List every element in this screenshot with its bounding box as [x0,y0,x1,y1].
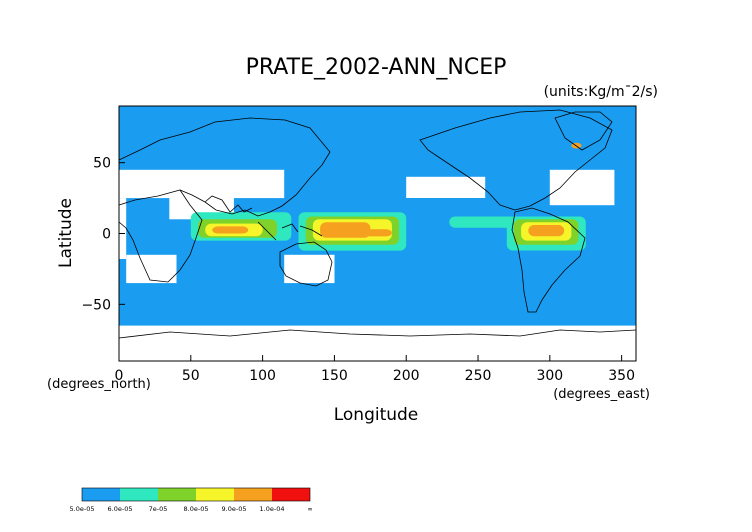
y-tick-label: 50 [93,156,111,172]
y-axis: 50 0 −50 [81,156,125,313]
coastline-india [204,195,253,213]
units-label: (units:Kg/m¯2/s) [544,84,658,100]
precip-region-19 [212,226,249,234]
colorbar-swatch [120,488,158,501]
coastline-eurasia [118,117,331,217]
x-axis-label: Longitude [334,405,419,425]
colorbar-label: 9.0e-05 [222,505,247,513]
precip-region-8 [119,325,636,361]
coastline-africa [118,189,203,283]
coastline-greenland [554,111,613,151]
x-tick-label: 350 [608,368,635,384]
precip-region-6 [406,176,486,198]
x-tick-label: 300 [536,368,563,384]
colorbar-label: 6.0e-05 [108,505,133,513]
coastline-australia [279,241,333,287]
coastline-antarctica [118,329,637,339]
x-tick-label: 200 [393,368,420,384]
precip-region-7 [549,169,615,206]
coastline-north-america [419,109,613,211]
precip-region-5 [284,254,335,284]
x-unit-label: (degrees_east) [553,387,650,402]
colorbar-swatch [234,488,272,501]
x-axis: 0 50 100 150 200 250 300 350 [115,355,635,384]
colorbar-label: ∞ [307,505,312,513]
colorbar-label: 1.0e-04 [260,505,285,513]
colorbar-frame [81,487,311,502]
y-axis-label: Latitude [56,198,76,268]
y-unit-label: (degrees_north) [47,377,151,392]
x-tick-label: 150 [321,368,348,384]
precip-field [119,106,636,361]
x-tick-label: 50 [182,368,200,384]
x-tick-label: 0 [115,368,124,384]
precip-region-21 [334,229,392,237]
colorbar-label: 7e-05 [149,505,168,513]
precip-region-4 [126,254,177,284]
x-tick-label: 100 [249,368,276,384]
coastline-south-america [511,207,586,313]
colorbar: 5.0e-05 6.0e-05 7e-05 8.0e-05 9.0e-05 1.0e-04… [70,487,313,513]
colorbar-label: 5.0e-05 [70,505,95,513]
y-tick-label: −50 [81,297,111,313]
map-area [118,105,637,362]
colorbar-swatch [272,488,310,501]
y-tick-label: 0 [102,227,111,243]
colorbar-swatch [196,488,234,501]
precip-region-2 [119,198,127,259]
chart-title: PRATE_2002-ANN_NCEP [246,55,507,80]
x-tick-label: 250 [465,368,492,384]
colorbar-swatch [82,488,120,501]
coastlines [118,109,637,339]
colorbar-label: 8.0e-05 [184,505,209,513]
colorbar-swatch [158,488,196,501]
coastline-indonesia [257,221,323,241]
precip-region-22 [528,225,565,237]
